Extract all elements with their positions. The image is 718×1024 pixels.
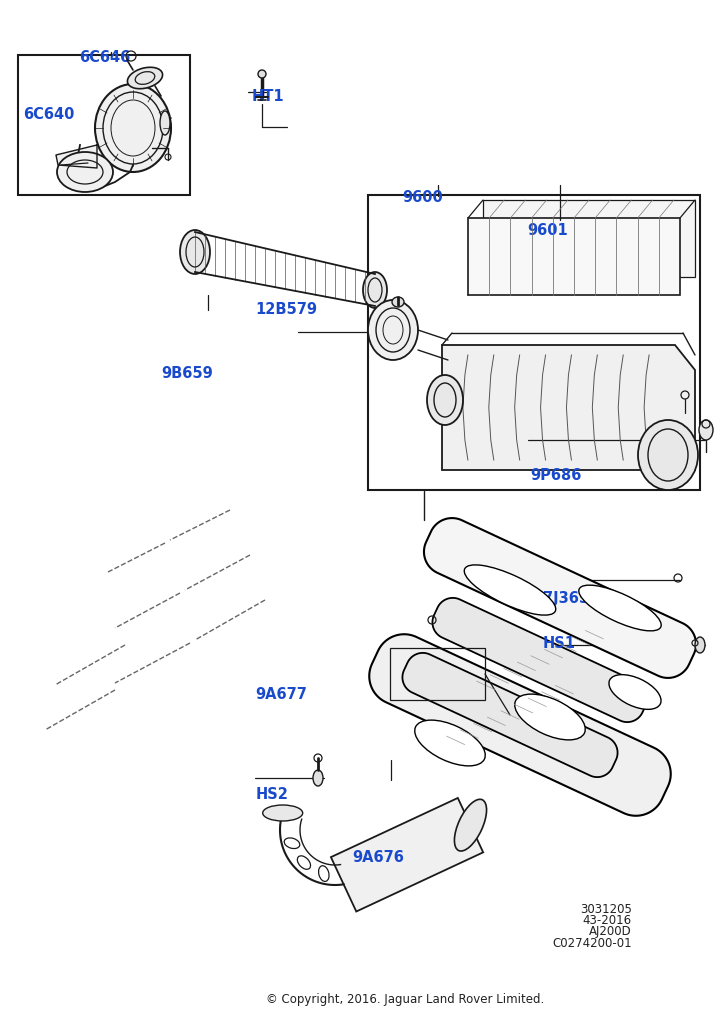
- Text: 9A676: 9A676: [352, 850, 404, 864]
- Ellipse shape: [699, 420, 713, 440]
- Text: 9601: 9601: [528, 223, 569, 238]
- Text: 9P686: 9P686: [530, 468, 582, 482]
- Ellipse shape: [363, 272, 387, 308]
- Ellipse shape: [454, 800, 487, 851]
- Text: 6C640: 6C640: [23, 108, 75, 122]
- Text: HT1: HT1: [251, 89, 284, 103]
- Ellipse shape: [695, 637, 705, 653]
- Ellipse shape: [609, 675, 661, 710]
- Polygon shape: [442, 345, 695, 470]
- Ellipse shape: [180, 230, 210, 274]
- Polygon shape: [424, 518, 696, 678]
- Bar: [390, 648, 485, 700]
- Polygon shape: [432, 598, 648, 722]
- Polygon shape: [402, 653, 617, 777]
- Ellipse shape: [313, 770, 323, 786]
- Text: 12B579: 12B579: [255, 302, 317, 316]
- Ellipse shape: [427, 375, 463, 425]
- Text: C0274200-01: C0274200-01: [552, 937, 632, 949]
- Text: HS1: HS1: [543, 636, 576, 650]
- Polygon shape: [369, 634, 671, 816]
- Ellipse shape: [95, 84, 171, 172]
- Text: 3031205: 3031205: [580, 903, 632, 915]
- Ellipse shape: [415, 720, 485, 766]
- Text: 9B659: 9B659: [162, 367, 213, 381]
- Ellipse shape: [127, 68, 162, 89]
- Text: 7J365: 7J365: [543, 591, 589, 605]
- Bar: [18, 55, 190, 195]
- Ellipse shape: [579, 585, 661, 631]
- Bar: [368, 195, 700, 490]
- Bar: [483, 200, 695, 278]
- Text: 43-2016: 43-2016: [583, 914, 632, 927]
- Ellipse shape: [515, 694, 585, 740]
- Text: AJ200D: AJ200D: [589, 926, 632, 938]
- Ellipse shape: [263, 805, 303, 821]
- Ellipse shape: [638, 420, 698, 490]
- Ellipse shape: [57, 152, 113, 193]
- Ellipse shape: [160, 111, 170, 135]
- Text: 9600: 9600: [402, 190, 443, 205]
- Ellipse shape: [368, 300, 418, 360]
- Text: © Copyright, 2016. Jaguar Land Rover Limited.: © Copyright, 2016. Jaguar Land Rover Lim…: [266, 993, 544, 1006]
- Bar: [468, 218, 680, 295]
- Text: HS2: HS2: [256, 787, 289, 802]
- Text: 6C646: 6C646: [79, 50, 130, 65]
- Text: 9A677: 9A677: [256, 687, 307, 701]
- Polygon shape: [331, 798, 483, 911]
- Ellipse shape: [465, 565, 556, 615]
- Ellipse shape: [392, 297, 404, 307]
- Ellipse shape: [258, 70, 266, 78]
- Polygon shape: [56, 145, 97, 168]
